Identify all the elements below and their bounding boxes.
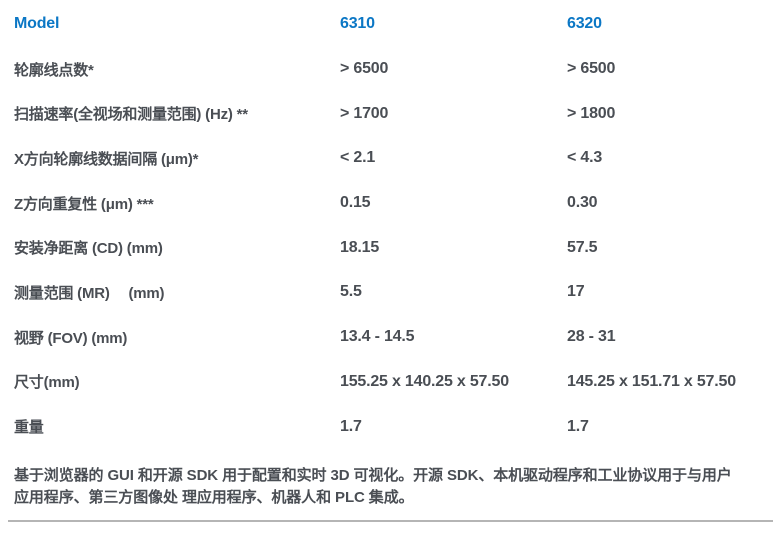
spec-row-label: 安装净距离 (CD) (mm)	[14, 240, 163, 258]
spec-row-label: 轮廓线点数*	[14, 61, 94, 79]
spec-value-6310: < 2.1	[340, 149, 376, 167]
table-row-z-repeatability: Z方向重复性 (μm) *** 0.15 0.30	[14, 181, 779, 226]
spec-value-6310: 155.25 x 140.25 x 57.50	[340, 372, 509, 390]
table-row-field-of-view: 视野 (FOV) (mm) 13.4 - 14.5 28 - 31	[14, 315, 779, 360]
spec-value-6320: 28 - 31	[567, 328, 616, 346]
spec-row-label: 重量	[14, 419, 44, 437]
spec-row-label: 扫描速率(全视场和测量范围) (Hz) **	[14, 106, 248, 124]
spec-value-6320: < 4.3	[567, 149, 603, 167]
header-model-6320: 6320	[567, 15, 602, 33]
spec-value-6310: 1.7	[340, 417, 362, 435]
spec-value-6320: 145.25 x 151.71 x 57.50	[567, 372, 736, 390]
header-model-6310: 6310	[340, 15, 375, 33]
table-row-clearance-distance: 安装净距离 (CD) (mm) 18.15 57.5	[14, 225, 779, 270]
footer-note-line2: 应用程序、第三方图像处 理应用程序、机器人和 PLC 集成。	[14, 488, 414, 506]
table-row-dimensions: 尺寸(mm) 155.25 x 140.25 x 57.50 145.25 x …	[14, 360, 779, 405]
spec-value-6320: 17	[567, 283, 585, 301]
spec-value-6310: 13.4 - 14.5	[340, 328, 415, 346]
spec-row-label: 尺寸(mm)	[14, 374, 80, 392]
table-header-row: Model 6310 6320	[14, 2, 779, 47]
spec-sheet: Model 6310 6320 轮廓线点数* > 6500 > 6500 扫描速…	[8, 2, 779, 522]
spec-row-label: Z方向重复性 (μm) ***	[14, 195, 154, 213]
bottom-divider	[8, 519, 773, 522]
spec-value-6310: > 6500	[340, 60, 389, 78]
spec-value-6310: 0.15	[340, 194, 371, 212]
table-row-measurement-range: 测量范围 (MR) (mm) 5.5 17	[14, 270, 779, 315]
spec-row-label: X方向轮廓线数据间隔 (μm)*	[14, 150, 199, 168]
footer-note-line1: 基于浏览器的 GUI 和开源 SDK 用于配置和实时 3D 可视化。开源 SDK…	[14, 466, 732, 484]
footer-note: 基于浏览器的 GUI 和开源 SDK 用于配置和实时 3D 可视化。开源 SDK…	[14, 465, 765, 509]
header-model-label: Model	[14, 15, 60, 33]
spec-value-6320: > 1800	[567, 104, 616, 122]
spec-value-6320: > 6500	[567, 60, 616, 78]
table-row-scan-rate: 扫描速率(全视场和测量范围) (Hz) ** > 1700 > 1800	[14, 91, 779, 136]
table-row-x-interval: X方向轮廓线数据间隔 (μm)* < 2.1 < 4.3	[14, 136, 779, 181]
spec-row-label: 视野 (FOV) (mm)	[14, 329, 128, 347]
spec-value-6310: 18.15	[340, 238, 380, 256]
spec-value-6320: 0.30	[567, 194, 598, 212]
spec-row-label: 测量范围 (MR) (mm)	[14, 284, 165, 302]
table-row-profile-points: 轮廓线点数* > 6500 > 6500	[14, 47, 779, 92]
spec-value-6310: 5.5	[340, 283, 362, 301]
spec-value-6310: > 1700	[340, 104, 389, 122]
spec-table: Model 6310 6320 轮廓线点数* > 6500 > 6500 扫描速…	[14, 2, 779, 449]
spec-value-6320: 57.5	[567, 238, 598, 256]
spec-value-6320: 1.7	[567, 417, 589, 435]
table-row-weight: 重量 1.7 1.7	[14, 404, 779, 449]
